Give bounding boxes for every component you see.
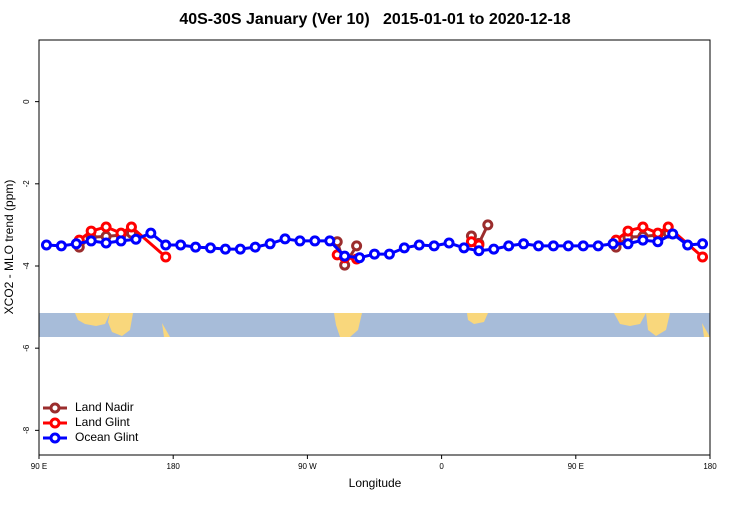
- x-tick-label: 90 W: [298, 462, 317, 471]
- data-point: [533, 240, 545, 252]
- data-point: [398, 242, 410, 254]
- data-point: [577, 240, 589, 252]
- data-point: [249, 241, 261, 253]
- data-point: [547, 240, 559, 252]
- data-point: [622, 225, 634, 237]
- x-tick-label: 90 E: [31, 462, 47, 471]
- data-point: [130, 233, 142, 245]
- data-point: [264, 238, 276, 250]
- data-point: [351, 240, 363, 252]
- y-tick-label: -2: [22, 180, 31, 188]
- data-point: [40, 239, 52, 251]
- data-point: [85, 225, 97, 237]
- x-axis-label: Longitude: [349, 476, 402, 490]
- data-point: [279, 233, 291, 245]
- x-tick-label: 180: [703, 462, 717, 471]
- x-tick-label: 90 E: [568, 462, 584, 471]
- chart-title: 40S-30S January (Ver 10) 2015-01-01 to 2…: [179, 11, 570, 28]
- data-point: [190, 241, 202, 253]
- legend-label: Land Nadir: [75, 400, 134, 414]
- data-point: [637, 234, 649, 246]
- data-point: [637, 221, 649, 233]
- data-point: [622, 238, 634, 250]
- data-point: [160, 239, 172, 251]
- data-point: [160, 251, 172, 263]
- data-point: [100, 221, 112, 233]
- data-point: [219, 243, 231, 255]
- data-point: [443, 237, 455, 249]
- data-point: [383, 248, 395, 260]
- data-point: [145, 227, 157, 239]
- data-point: [697, 251, 709, 263]
- data-point: [562, 240, 574, 252]
- data-point: [175, 239, 187, 251]
- y-axis-label: XCO2 - MLO trend (ppm): [2, 180, 16, 315]
- data-point: [413, 239, 425, 251]
- data-point: [85, 235, 97, 247]
- data-point: [369, 248, 380, 260]
- data-point: [234, 243, 246, 255]
- data-point: [652, 227, 664, 239]
- data-point: [652, 236, 664, 248]
- data-point: [204, 242, 216, 254]
- data-point: [100, 237, 112, 249]
- data-point: [294, 235, 306, 247]
- data-point: [339, 250, 351, 262]
- data-point: [518, 238, 530, 250]
- x-tick-label: 180: [167, 462, 181, 471]
- x-tick-label: 0: [439, 462, 444, 471]
- data-point: [697, 238, 709, 250]
- legend-label: Land Glint: [75, 415, 130, 429]
- data-point: [309, 235, 321, 247]
- y-tick-label: 0: [22, 99, 31, 104]
- data-point: [428, 240, 440, 252]
- data-point: [482, 219, 494, 231]
- y-tick-label: -4: [22, 262, 31, 270]
- data-point: [473, 245, 485, 257]
- map-strip: [39, 313, 710, 337]
- legend-label: Ocean Glint: [75, 430, 139, 444]
- data-point: [458, 242, 470, 254]
- data-point: [324, 235, 336, 247]
- legend-marker: [49, 432, 61, 444]
- y-tick-label: -6: [22, 344, 31, 352]
- data-point: [55, 240, 67, 252]
- data-point: [607, 238, 619, 250]
- plot-frame: [38, 39, 711, 456]
- data-point: [667, 228, 679, 240]
- data-point: [70, 238, 82, 250]
- legend-marker: [49, 402, 61, 414]
- data-point: [488, 243, 500, 255]
- legend-marker: [49, 417, 61, 429]
- data-point: [115, 235, 127, 247]
- data-point: [592, 240, 604, 252]
- data-point: [125, 221, 137, 233]
- y-tick-label: -8: [22, 426, 31, 434]
- data-point: [682, 239, 694, 251]
- data-point: [354, 252, 366, 264]
- data-point: [503, 240, 515, 252]
